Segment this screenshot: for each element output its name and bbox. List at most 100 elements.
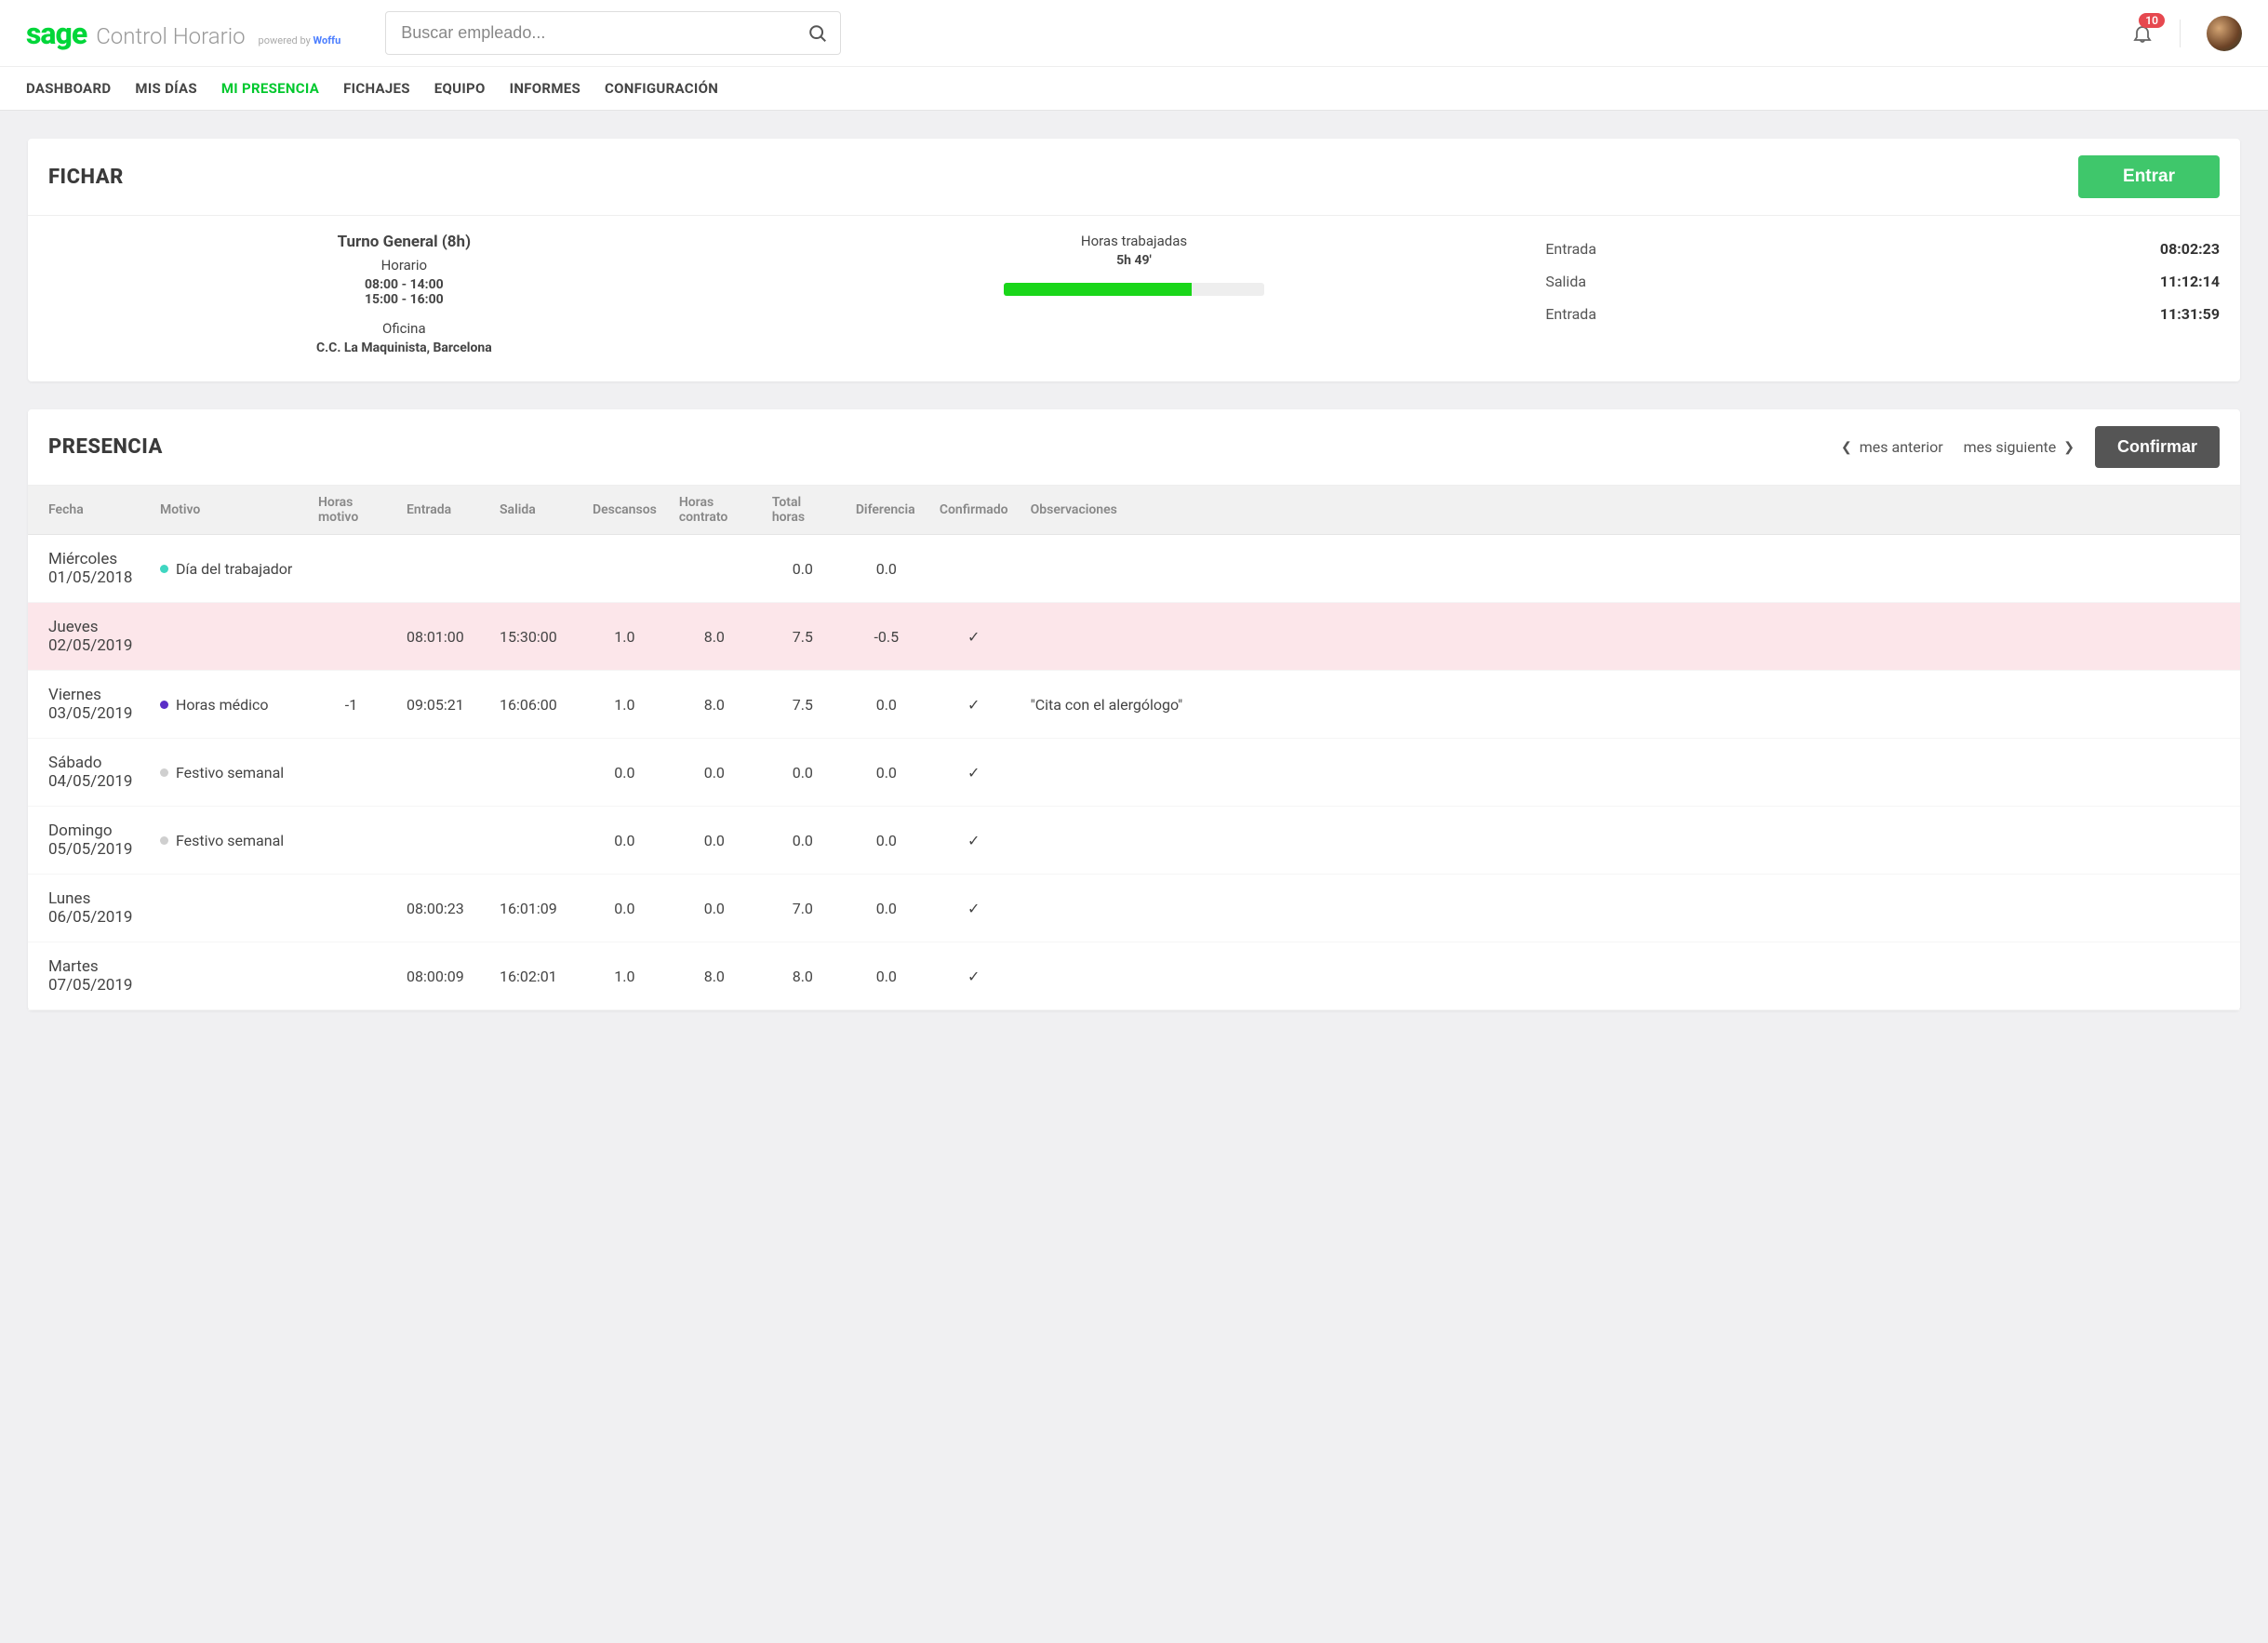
time-label: Entrada bbox=[1545, 240, 1596, 258]
notification-badge: 10 bbox=[2139, 13, 2165, 28]
cell-observaciones bbox=[1020, 807, 2240, 875]
search-icon[interactable] bbox=[807, 23, 828, 44]
cell-total: 0.0 bbox=[761, 535, 845, 603]
check-icon: ✓ bbox=[967, 900, 980, 917]
motivo-text: Festivo semanal bbox=[176, 764, 284, 781]
page: FICHAR Entrar Turno General (8h) Horario… bbox=[0, 111, 2268, 1066]
shift-info: Turno General (8h) Horario 08:00 - 14:00… bbox=[48, 233, 760, 355]
cell-descansos: 0.0 bbox=[581, 807, 668, 875]
cell-entrada: 08:01:00 bbox=[395, 603, 488, 671]
col-horas-motivo: Horas motivo bbox=[307, 486, 395, 535]
cell-entrada: 08:00:23 bbox=[395, 875, 488, 942]
cell-fecha: Martes07/05/2019 bbox=[28, 942, 149, 1010]
table-row[interactable]: Miércoles01/05/2018 Día del trabajador 0.0… bbox=[28, 535, 2240, 603]
cell-fecha: Sábado04/05/2019 bbox=[28, 739, 149, 807]
cell-total: 8.0 bbox=[761, 942, 845, 1010]
cell-salida: 16:01:09 bbox=[488, 875, 581, 942]
next-month-button[interactable]: mes siguiente ❯ bbox=[1964, 438, 2075, 456]
cell-entrada: 09:05:21 bbox=[395, 671, 488, 739]
search-wrap bbox=[385, 11, 841, 55]
clock-times: Entrada 08:02:23 Salida 11:12:14 Entrada11:3… bbox=[1508, 233, 2220, 355]
cell-diferencia: -0.5 bbox=[845, 603, 928, 671]
cell-descansos bbox=[581, 535, 668, 603]
time-value: 08:02:23 bbox=[2160, 240, 2220, 258]
topbar-right: 10 bbox=[2131, 16, 2242, 51]
notifications-button[interactable]: 10 bbox=[2131, 22, 2154, 45]
entrar-button[interactable]: Entrar bbox=[2078, 155, 2220, 198]
powered-prefix: powered by bbox=[259, 34, 311, 47]
confirmar-button[interactable]: Confirmar bbox=[2095, 426, 2220, 468]
cell-diferencia: 0.0 bbox=[845, 942, 928, 1010]
cell-entrada bbox=[395, 739, 488, 807]
col-salida: Salida bbox=[488, 486, 581, 535]
fichar-title: FICHAR bbox=[48, 166, 124, 189]
powered-brand: Woffu bbox=[314, 34, 341, 47]
cell-confirmado: ✓ bbox=[928, 942, 1020, 1010]
col-entrada: Entrada bbox=[395, 486, 488, 535]
nav-item-fichajes[interactable]: FICHAJES bbox=[343, 67, 410, 110]
cell-confirmado bbox=[928, 535, 1020, 603]
table-row[interactable]: Martes07/05/201908:00:0916:02:011.08.08.… bbox=[28, 942, 2240, 1010]
cell-fecha: Domingo05/05/2019 bbox=[28, 807, 149, 875]
motivo-text: Día del trabajador bbox=[176, 560, 292, 578]
table-row[interactable]: Viernes03/05/2019Horas médico-109:05:211… bbox=[28, 671, 2240, 739]
nav-item-informes[interactable]: INFORMES bbox=[510, 67, 580, 110]
table-row[interactable]: Jueves02/05/201908:01:0015:30:001.08.07.… bbox=[28, 603, 2240, 671]
table-row[interactable]: Domingo05/05/2019Festivo semanal0.00.00.… bbox=[28, 807, 2240, 875]
cell-observaciones bbox=[1020, 942, 2240, 1010]
nav-item-dashboard[interactable]: DASHBOARD bbox=[26, 67, 111, 110]
cell-motivo: Festivo semanal bbox=[149, 807, 307, 875]
check-icon: ✓ bbox=[967, 764, 980, 781]
table-row[interactable]: Lunes06/05/201908:00:2316:01:090.00.07.0… bbox=[28, 875, 2240, 942]
cell-horas-contrato: 8.0 bbox=[668, 671, 761, 739]
cell-diferencia: 0.0 bbox=[845, 535, 928, 603]
nav-item-mis-días[interactable]: MIS DÍAS bbox=[135, 67, 196, 110]
cell-entrada bbox=[395, 535, 488, 603]
avatar[interactable] bbox=[2207, 16, 2242, 51]
schedule-line1: 08:00 - 14:00 bbox=[48, 277, 760, 292]
col-fecha: Fecha bbox=[28, 486, 149, 535]
time-row: Entrada11:31:59 bbox=[1545, 298, 2220, 330]
cell-horas-contrato bbox=[668, 535, 761, 603]
time-label: Salida bbox=[1545, 273, 1586, 290]
cell-entrada: 08:00:09 bbox=[395, 942, 488, 1010]
motivo-text: Horas médico bbox=[176, 696, 269, 714]
cell-salida bbox=[488, 535, 581, 603]
nav-item-configuración[interactable]: CONFIGURACIÓN bbox=[605, 67, 718, 110]
cell-entrada bbox=[395, 807, 488, 875]
cell-salida: 16:06:00 bbox=[488, 671, 581, 739]
fichar-header: FICHAR Entrar bbox=[28, 139, 2240, 216]
powered-by: powered by Woffu bbox=[259, 34, 341, 47]
nav-item-mi-presencia[interactable]: MI PRESENCIA bbox=[221, 67, 319, 110]
cell-confirmado: ✓ bbox=[928, 875, 1020, 942]
time-value: 11:31:59 bbox=[2160, 305, 2220, 323]
nav-item-equipo[interactable]: EQUIPO bbox=[434, 67, 486, 110]
cell-salida bbox=[488, 807, 581, 875]
cell-confirmado: ✓ bbox=[928, 671, 1020, 739]
prev-month-button[interactable]: ❮ mes anterior bbox=[1841, 438, 1943, 456]
cell-descansos: 0.0 bbox=[581, 739, 668, 807]
worked-label: Horas trabajadas bbox=[779, 233, 1490, 249]
shift-title: Turno General (8h) bbox=[48, 233, 760, 251]
cell-salida bbox=[488, 739, 581, 807]
cell-diferencia: 0.0 bbox=[845, 739, 928, 807]
cell-fecha: Miércoles01/05/2018 bbox=[28, 535, 149, 603]
table-body: Miércoles01/05/2018 Día del trabajador 0.0… bbox=[28, 535, 2240, 1010]
col-motivo: Motivo bbox=[149, 486, 307, 535]
cell-fecha: Jueves02/05/2019 bbox=[28, 603, 149, 671]
cell-horas-motivo bbox=[307, 875, 395, 942]
search-input[interactable] bbox=[385, 11, 841, 55]
cell-descansos: 1.0 bbox=[581, 671, 668, 739]
progress-wrap bbox=[779, 283, 1490, 296]
cell-salida: 15:30:00 bbox=[488, 603, 581, 671]
cell-observaciones bbox=[1020, 739, 2240, 807]
col-total-horas: Total horas bbox=[761, 486, 845, 535]
prev-month-label: mes anterior bbox=[1860, 438, 1943, 456]
cell-horas-motivo bbox=[307, 739, 395, 807]
cell-horas-motivo: -1 bbox=[307, 671, 395, 739]
time-value: 11:12:14 bbox=[2160, 273, 2220, 290]
cell-motivo bbox=[149, 603, 307, 671]
motivo-dot-icon bbox=[160, 836, 168, 845]
table-row[interactable]: Sábado04/05/2019Festivo semanal0.00.00.0… bbox=[28, 739, 2240, 807]
cell-motivo bbox=[149, 875, 307, 942]
